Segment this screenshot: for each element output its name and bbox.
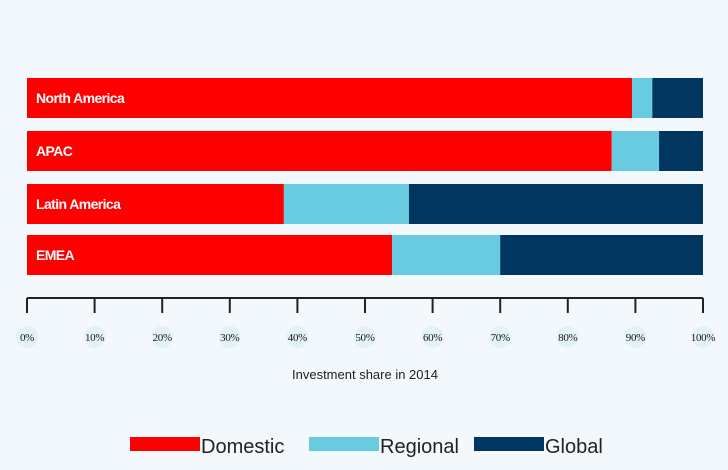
x-tick-label-halo <box>489 326 512 348</box>
bar-emea-global <box>500 235 703 275</box>
x-tick-label-halo <box>286 326 309 348</box>
bar-apac-domestic <box>27 131 612 171</box>
x-tick-label-halo <box>354 326 376 348</box>
x-tick-label: 20% <box>153 332 172 344</box>
bar-latin-america-regional <box>283 184 409 224</box>
x-axis-title: Investment share in 2014 <box>292 367 438 382</box>
legend-swatch-regional <box>309 437 379 451</box>
x-tick-label: 70% <box>491 332 510 344</box>
legend-label-global: Global <box>545 436 603 458</box>
bar-north-america-domestic <box>27 78 633 118</box>
x-tick-label-halo <box>556 326 579 348</box>
legend-swatch-global <box>474 437 544 451</box>
x-tick-label-halo <box>624 326 647 348</box>
x-tick-label: 10% <box>85 332 104 344</box>
x-tick-label-halo <box>421 326 444 348</box>
x-tick-label: 80% <box>558 332 577 344</box>
category-label-north-america: North America <box>36 90 125 106</box>
x-tick-label: 40% <box>288 332 307 344</box>
x-tick-label: 50% <box>355 332 374 344</box>
x-axis-ticks: 0% 10% 20% 30% 40% 50% 60% 70% 80% 90% 100% <box>16 298 716 348</box>
x-tick-label: 30% <box>220 332 239 344</box>
legend-swatch-domestic <box>130 437 200 451</box>
bar-apac-global <box>659 131 703 171</box>
x-tick-label: 100% <box>691 332 716 344</box>
category-label-apac: APAC <box>36 143 73 159</box>
category-label-latin-america: Latin America <box>36 196 121 212</box>
bar-emea-regional <box>392 235 501 275</box>
category-labels-group: North America APAC Latin America EMEA <box>36 90 126 263</box>
x-tick-label: 0% <box>20 332 34 344</box>
category-label-emea: EMEA <box>36 247 75 263</box>
x-tick-label: 60% <box>423 332 442 344</box>
bar-apac-regional <box>611 131 660 171</box>
bar-north-america-regional <box>632 78 653 118</box>
x-tick-label-halo <box>151 326 174 348</box>
bar-latin-america-global <box>408 184 703 224</box>
legend: Domestic Regional Global <box>130 436 603 458</box>
x-tick-label: 90% <box>626 332 645 344</box>
legend-label-regional: Regional <box>380 436 459 458</box>
x-tick-label-halo <box>218 326 241 348</box>
bar-latin-america-domestic <box>27 184 284 224</box>
x-tick-label-halo <box>692 326 714 348</box>
bars-group <box>27 78 703 275</box>
legend-label-domestic: Domestic <box>201 436 284 458</box>
x-tick-label-halo <box>16 326 38 348</box>
x-tick-label-halo <box>83 326 106 348</box>
bar-north-america-global <box>652 78 703 118</box>
bar-emea-domestic <box>27 235 393 275</box>
